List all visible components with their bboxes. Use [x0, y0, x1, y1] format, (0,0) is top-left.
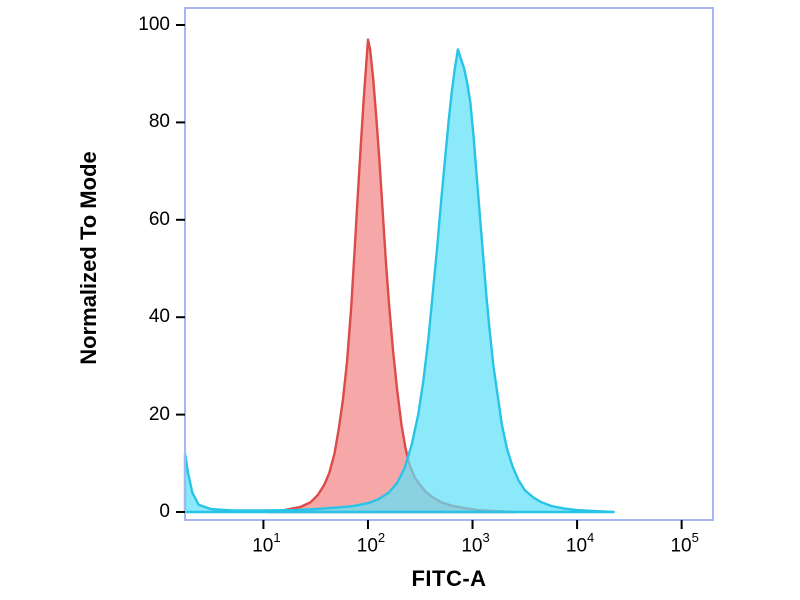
- x-tick-label: 104: [565, 530, 595, 557]
- cyan-series-area: [183, 48, 615, 514]
- y-tick-label: 60: [148, 208, 170, 230]
- x-tick-label: 105: [670, 530, 699, 557]
- y-tick-label: 0: [159, 501, 170, 522]
- y-tick-label: 100: [138, 14, 170, 35]
- x-tick-label: 102: [356, 530, 386, 557]
- y-axis-label: Normalized To Mode: [76, 151, 101, 365]
- x-axis-label: FITC-A: [411, 566, 487, 591]
- y-tick-label: 20: [148, 403, 170, 425]
- x-tick-label: 101: [252, 530, 281, 557]
- x-tick-label: 103: [461, 530, 490, 557]
- y-tick-label: 80: [148, 111, 170, 133]
- plot-frame: [184, 7, 714, 521]
- y-tick-label: 40: [148, 306, 170, 328]
